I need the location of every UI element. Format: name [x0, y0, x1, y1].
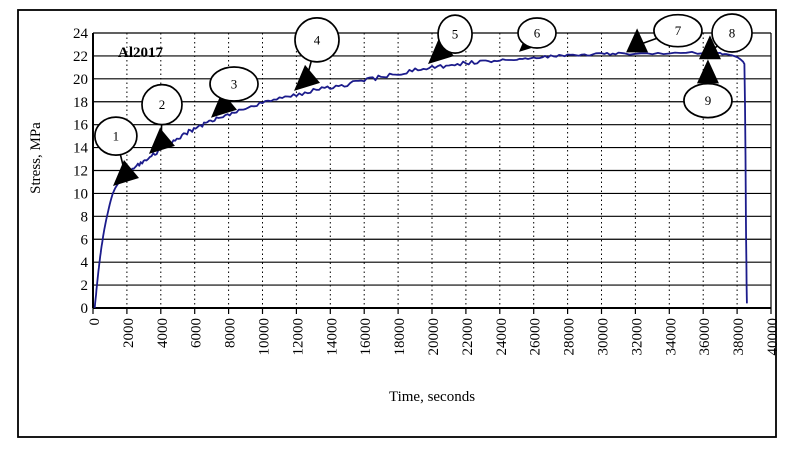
callout-circle-8: [711, 13, 753, 53]
x-tick-label: 34000: [663, 318, 679, 356]
callout-arrow-8: [698, 35, 721, 60]
callout-number-5: 5: [452, 27, 459, 42]
y-axis-title: Stress, MPa: [28, 122, 44, 194]
x-tick-label: 4000: [155, 318, 171, 348]
y-tick-label: 18: [73, 95, 88, 111]
x-tick-label: 26000: [528, 318, 544, 356]
stress-curve: [93, 51, 748, 309]
x-tick-label: 30000: [596, 318, 612, 356]
x-tick-label: 16000: [358, 318, 374, 356]
x-tick-label: 10000: [257, 318, 273, 356]
callout-arrow-1: [113, 159, 140, 186]
y-tick-label: 4: [81, 255, 89, 271]
y-tick-label: 8: [81, 209, 89, 225]
y-tick-label: 14: [73, 141, 89, 157]
figure-border: [17, 9, 777, 438]
x-tick-label: 6000: [189, 318, 205, 348]
x-tick-label: 0: [87, 318, 103, 326]
x-tick-label: 2000: [121, 318, 137, 348]
callout-circle-7: [653, 13, 703, 48]
y-tick-label: 12: [73, 164, 88, 180]
x-tick-label: 38000: [731, 318, 747, 356]
y-tick-label: 6: [81, 232, 89, 248]
y-tick-label: 24: [73, 26, 89, 42]
callout-arrow-2: [148, 127, 175, 154]
callout-annotations: 1 2 3 4 5 6 7 8 9: [94, 13, 753, 186]
callout-circle-9: [683, 82, 733, 119]
callout-number-1: 1: [113, 129, 120, 144]
x-tick-label: 12000: [290, 318, 306, 356]
x-tick-label: 18000: [392, 318, 408, 356]
callout-number-7: 7: [675, 23, 682, 38]
y-tick-label: 0: [81, 301, 89, 317]
x-tick-label: 24000: [494, 318, 510, 356]
callout-number-6: 6: [534, 26, 541, 41]
callout-number-8: 8: [729, 26, 736, 41]
x-tick-label: 8000: [223, 318, 239, 348]
series-annotation: Al2017: [118, 45, 164, 61]
y-tick-label: 16: [73, 118, 89, 134]
x-tick-label: 22000: [460, 318, 476, 356]
callout-circle-5: [437, 14, 473, 54]
callout-circle-4: [294, 17, 340, 63]
x-tick-label: 40000: [765, 318, 781, 356]
callout-number-3: 3: [231, 76, 238, 91]
callout-circle-1: [94, 116, 138, 156]
y-tick-label: 22: [73, 49, 88, 65]
x-axis-title: Time, seconds: [389, 389, 475, 405]
x-axis-ticks: [92, 308, 772, 314]
x-tick-label: 14000: [324, 318, 340, 356]
callout-circle-3: [209, 66, 259, 102]
x-tick-label: 32000: [629, 318, 645, 356]
callout-arrow-3: [210, 91, 237, 118]
y-tick-label: 20: [73, 72, 88, 88]
x-tick-label: 28000: [562, 318, 578, 356]
callout-circle-6: [517, 17, 557, 49]
gridlines: [92, 32, 772, 309]
callout-arrow-4: [294, 64, 321, 91]
x-tick-label: 36000: [697, 318, 713, 356]
y-tick-label: 10: [73, 186, 88, 202]
callout-arrow-9: [696, 59, 719, 84]
callout-number-9: 9: [705, 93, 712, 108]
callout-arrow-7: [626, 28, 649, 53]
callout-circle-2: [141, 83, 183, 126]
y-tick-label: 2: [81, 278, 89, 294]
callout-number-2: 2: [159, 97, 166, 112]
x-tick-label: 20000: [426, 318, 442, 356]
callout-number-4: 4: [314, 32, 321, 47]
callout-arrow-5: [428, 37, 455, 64]
